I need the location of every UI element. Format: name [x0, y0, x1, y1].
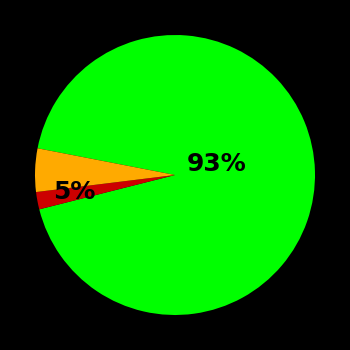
Wedge shape: [35, 148, 175, 192]
Wedge shape: [36, 175, 175, 209]
Wedge shape: [37, 35, 315, 315]
Text: 93%: 93%: [187, 152, 247, 176]
Text: 5%: 5%: [53, 180, 96, 204]
